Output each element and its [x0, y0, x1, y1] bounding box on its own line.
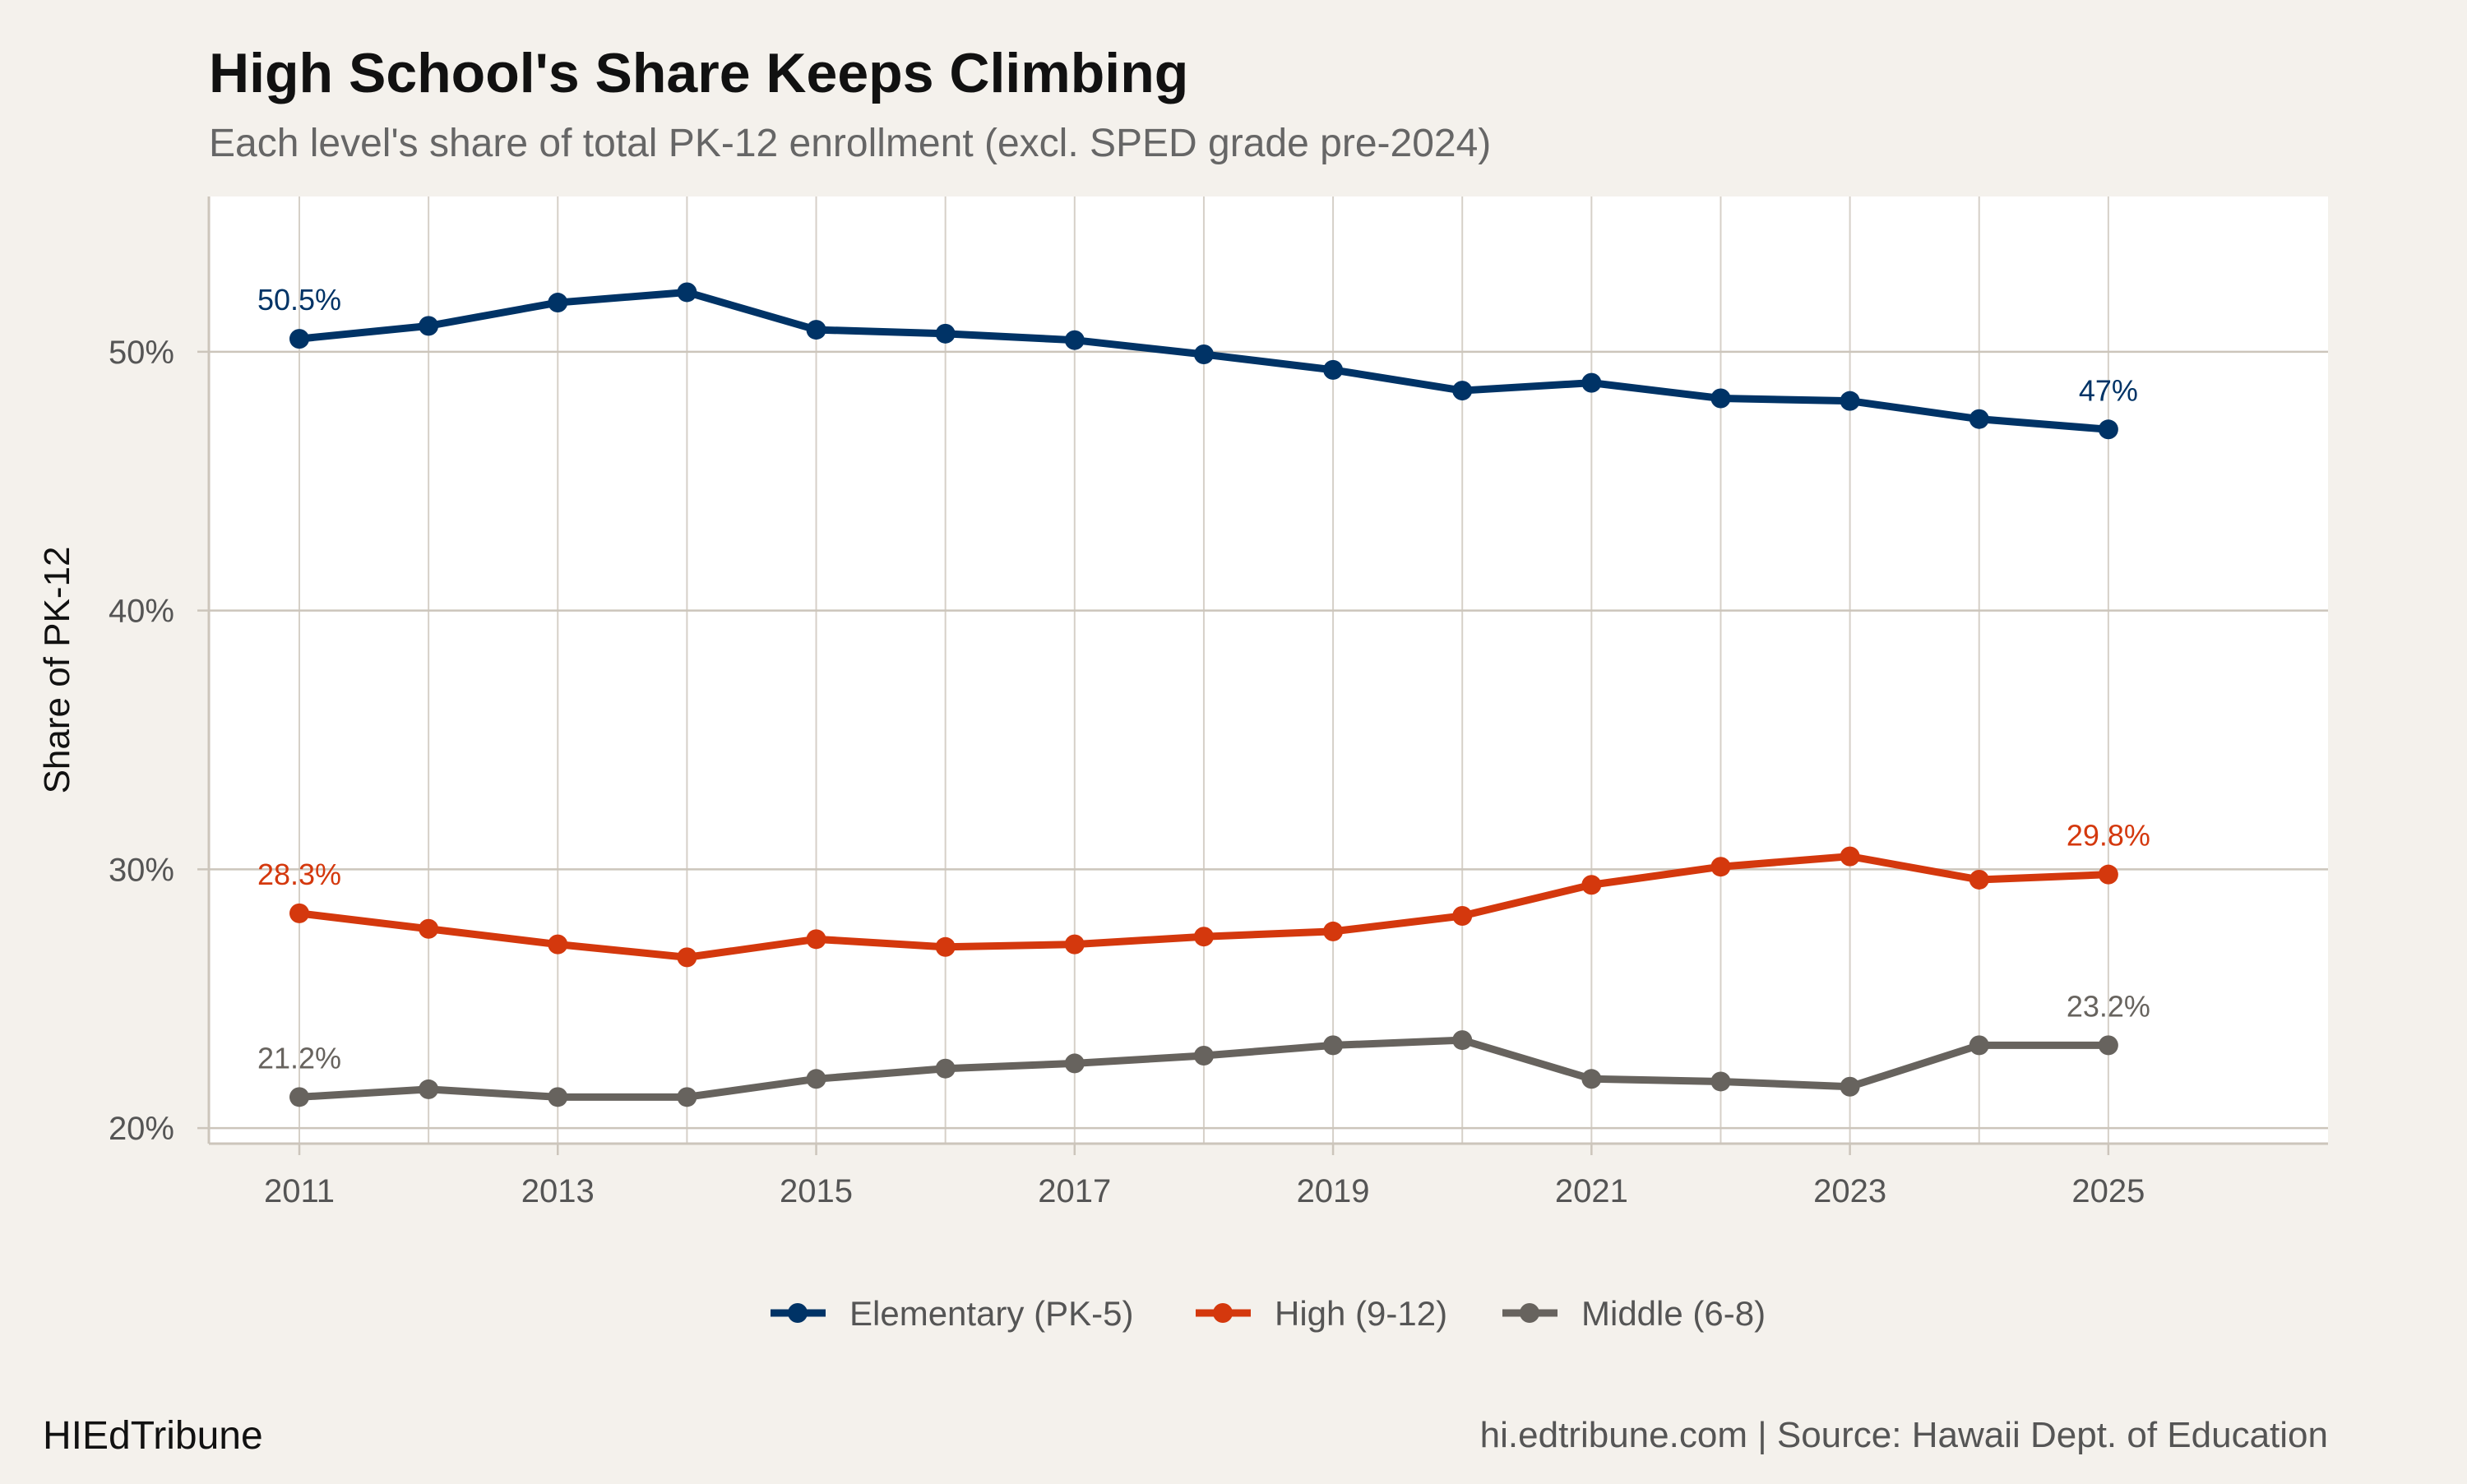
chart-subtitle: Each level's share of total PK-12 enroll…: [209, 122, 1491, 165]
y-tick-label: 30%: [109, 852, 174, 888]
data-point: [1581, 1069, 1602, 1089]
data-point: [1064, 330, 1085, 350]
data-point: [2098, 419, 2118, 440]
x-tick-label: 2015: [780, 1173, 853, 1209]
data-point: [1452, 1030, 1473, 1051]
x-tick-label: 2025: [2071, 1173, 2145, 1209]
x-tick-label: 2013: [521, 1173, 595, 1209]
data-point: [1969, 409, 1989, 429]
data-point: [1840, 391, 1860, 411]
y-tick-label: 50%: [109, 335, 174, 371]
data-point: [548, 1087, 568, 1107]
data-point: [419, 1079, 439, 1099]
plot-panel: [209, 196, 2328, 1144]
data-point: [1581, 875, 1602, 895]
data-point: [806, 929, 826, 950]
legend-item: Middle (6-8): [1502, 1294, 1766, 1333]
data-point: [935, 323, 956, 344]
data-point: [2098, 864, 2118, 885]
data-point: [289, 329, 309, 349]
legend-item: Elementary (PK-5): [771, 1294, 1133, 1333]
x-tick-label: 2011: [264, 1173, 335, 1209]
y-tick-labels: 20% 30% 40% 50%: [109, 335, 209, 1147]
x-tick-label: 2019: [1297, 1173, 1370, 1209]
data-point: [289, 903, 309, 923]
y-tick-label: 40%: [109, 594, 174, 630]
data-point: [806, 1069, 826, 1089]
data-point: [1452, 381, 1473, 401]
data-point: [677, 947, 697, 968]
series-high: 28.3% 29.8%: [257, 819, 2150, 968]
series-group: 50.5% 47% 28.3% 29.8% 21.2% 23.2%: [257, 282, 2150, 1107]
data-point: [2098, 1035, 2118, 1056]
data-label-last: 47%: [2079, 373, 2138, 407]
data-point: [1193, 1045, 1214, 1066]
data-point: [1452, 906, 1473, 927]
data-point: [1969, 869, 1989, 890]
data-point: [1193, 927, 1214, 947]
y-tick-label: 20%: [109, 1111, 174, 1147]
data-point: [419, 918, 439, 939]
legend-key-point: [1520, 1303, 1539, 1323]
data-point: [935, 936, 956, 957]
data-point: [935, 1058, 956, 1079]
data-label-last: 23.2%: [2067, 989, 2150, 1023]
data-point: [1323, 1035, 1344, 1056]
data-point: [1193, 344, 1214, 364]
chart-title: High School's Share Keeps Climbing: [209, 42, 1188, 104]
legend-label: Middle (6-8): [1581, 1294, 1766, 1333]
x-tick-label: 2021: [1555, 1173, 1628, 1209]
data-point: [806, 320, 826, 340]
footer-brand: HIEdTribune: [43, 1414, 263, 1458]
data-point: [1840, 1076, 1860, 1097]
legend: Elementary (PK-5) High (9-12) Middle (6-8): [771, 1294, 1766, 1333]
data-point: [1064, 1053, 1085, 1074]
x-tick-labels: 2011 2013 2015 2017 2019 2021 2023 2025: [264, 1144, 2145, 1209]
legend-key-point: [1213, 1303, 1233, 1323]
data-point: [1581, 372, 1602, 393]
footer-source: hi.edtribune.com | Source: Hawaii Dept. …: [1480, 1415, 2328, 1455]
y-axis-label: Share of PK-12: [37, 547, 77, 794]
x-tick-label: 2023: [1813, 1173, 1886, 1209]
series-middle: 21.2% 23.2%: [257, 989, 2150, 1107]
data-point: [677, 1087, 697, 1107]
data-point: [419, 316, 439, 336]
legend-item: High (9-12): [1196, 1294, 1447, 1333]
legend-label: Elementary (PK-5): [849, 1294, 1133, 1333]
data-point: [548, 934, 568, 955]
x-tick-label: 2017: [1038, 1173, 1111, 1209]
data-point: [1710, 857, 1731, 877]
data-label-first: 28.3%: [257, 858, 341, 891]
data-point: [1323, 359, 1344, 380]
data-label-first: 50.5%: [257, 283, 341, 317]
data-point: [1064, 934, 1085, 955]
data-point: [1969, 1035, 1989, 1056]
series-elementary: 50.5% 47%: [257, 282, 2138, 440]
data-label-first: 21.2%: [257, 1041, 341, 1075]
data-label-last: 29.8%: [2067, 819, 2150, 853]
data-point: [548, 293, 568, 313]
data-point: [1323, 921, 1344, 941]
data-point: [1710, 1071, 1731, 1092]
legend-key-point: [788, 1303, 808, 1323]
data-point: [1710, 388, 1731, 409]
data-point: [289, 1087, 309, 1107]
legend-label: High (9-12): [1275, 1294, 1447, 1333]
data-point: [677, 282, 697, 303]
data-point: [1840, 846, 1860, 867]
